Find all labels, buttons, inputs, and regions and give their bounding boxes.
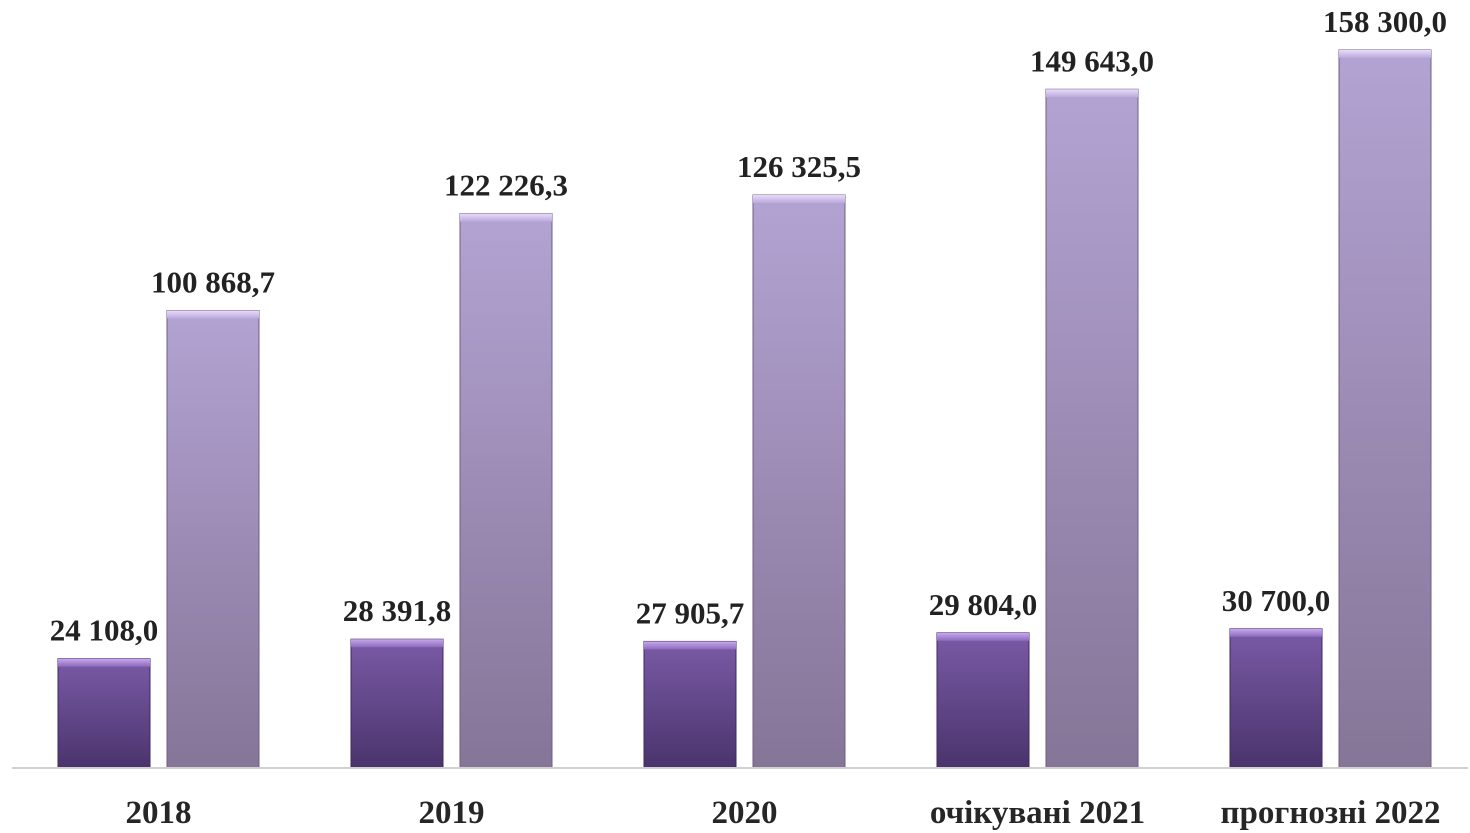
bar-series1-5 xyxy=(1229,628,1323,769)
data-label-series1-5: 30 700,0 xyxy=(1222,583,1331,618)
value-labels-layer: 24 108,0 100 868,7 28 391,8 122 226,3 27 905… xyxy=(50,4,1447,648)
bar-series2-1 xyxy=(166,309,260,769)
bar-cap-series1-4 xyxy=(937,632,1029,641)
category-label-2: 2019 xyxy=(419,795,485,831)
bar-cap-series1-2 xyxy=(351,639,443,648)
data-label-series1-3: 27 905,7 xyxy=(636,595,745,630)
data-label-series1-2: 28 391,8 xyxy=(343,593,452,628)
bar-series1-1 xyxy=(57,658,151,769)
bar-series2-3 xyxy=(752,194,846,769)
data-label-series2-2: 122 226,3 xyxy=(444,168,568,203)
bar-series2-5 xyxy=(1338,49,1432,769)
data-label-series2-1: 100 868,7 xyxy=(151,264,275,299)
data-label-series2-4: 149 643,0 xyxy=(1030,43,1154,78)
data-label-series1-1: 24 108,0 xyxy=(50,613,159,648)
data-label-series2-3: 126 325,5 xyxy=(737,149,861,184)
category-label-1: 2018 xyxy=(126,795,192,831)
bars-layer xyxy=(57,49,1432,769)
category-labels-layer: 2018 2019 2020 очікувані 2021 прогнозні 2022 xyxy=(126,795,1441,831)
bar-cap-series1-3 xyxy=(644,641,736,650)
category-label-5: прогнозні 2022 xyxy=(1220,795,1440,831)
bar-series2-2 xyxy=(459,213,553,769)
bar-cap-series2-1 xyxy=(167,310,259,319)
bar-cap-series2-4 xyxy=(1046,89,1138,98)
bar-cap-series2-3 xyxy=(753,195,845,204)
bar-cap-series1-1 xyxy=(58,658,150,667)
data-label-series2-5: 158 300,0 xyxy=(1323,4,1447,39)
bar-cap-series1-5 xyxy=(1230,628,1322,637)
bar-series1-3 xyxy=(643,640,737,769)
bar-cap-series2-5 xyxy=(1339,50,1431,58)
bar-cap-series2-2 xyxy=(460,213,552,222)
bar-series2-4 xyxy=(1045,88,1139,769)
data-label-series1-4: 29 804,0 xyxy=(929,587,1038,622)
category-label-4: очікувані 2021 xyxy=(930,795,1145,831)
bar-series1-2 xyxy=(350,638,444,769)
bar-series1-4 xyxy=(936,632,1030,769)
category-label-3: 2020 xyxy=(712,795,778,831)
